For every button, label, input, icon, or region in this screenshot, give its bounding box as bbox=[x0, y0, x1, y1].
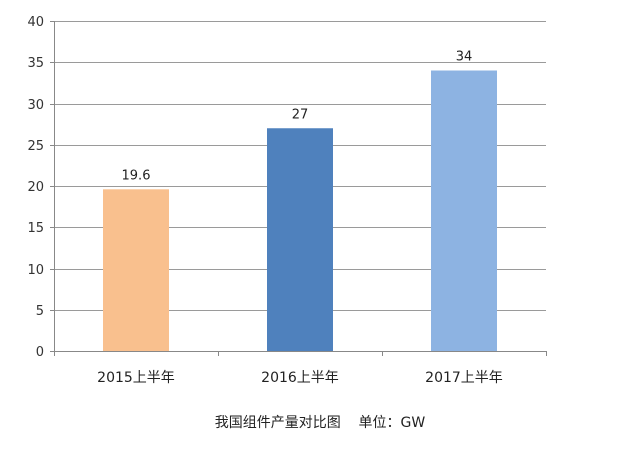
bar-3 bbox=[431, 70, 497, 351]
y-tick-label: 20 bbox=[27, 180, 44, 195]
y-tick-label: 40 bbox=[27, 15, 44, 30]
labels: 0 5 10 15 20 25 30 35 40 19.6 2015上半年 27 2016上半年 34 20… bbox=[27, 15, 502, 386]
y-tick-label: 0 bbox=[36, 345, 44, 360]
bar-1 bbox=[103, 189, 169, 351]
y-tick-label: 10 bbox=[27, 263, 44, 278]
data-label-2: 27 bbox=[292, 107, 309, 122]
bar-2 bbox=[267, 128, 333, 351]
data-label-3: 34 bbox=[456, 50, 473, 65]
y-tick-label: 5 bbox=[36, 304, 44, 319]
chart-caption: 我国组件产量对比图 单位：GW bbox=[214, 415, 426, 431]
y-tick-label: 30 bbox=[27, 98, 44, 113]
category-label-1: 2015上半年 bbox=[97, 370, 175, 386]
category-label-3: 2017上半年 bbox=[425, 370, 503, 386]
axes bbox=[50, 21, 547, 356]
data-label-1: 19.6 bbox=[122, 168, 151, 183]
bars bbox=[103, 70, 497, 351]
category-label-2: 2016上半年 bbox=[261, 370, 339, 386]
y-tick-label: 35 bbox=[27, 56, 44, 71]
y-tick-label: 25 bbox=[27, 139, 44, 154]
y-tick-label: 15 bbox=[27, 221, 44, 236]
